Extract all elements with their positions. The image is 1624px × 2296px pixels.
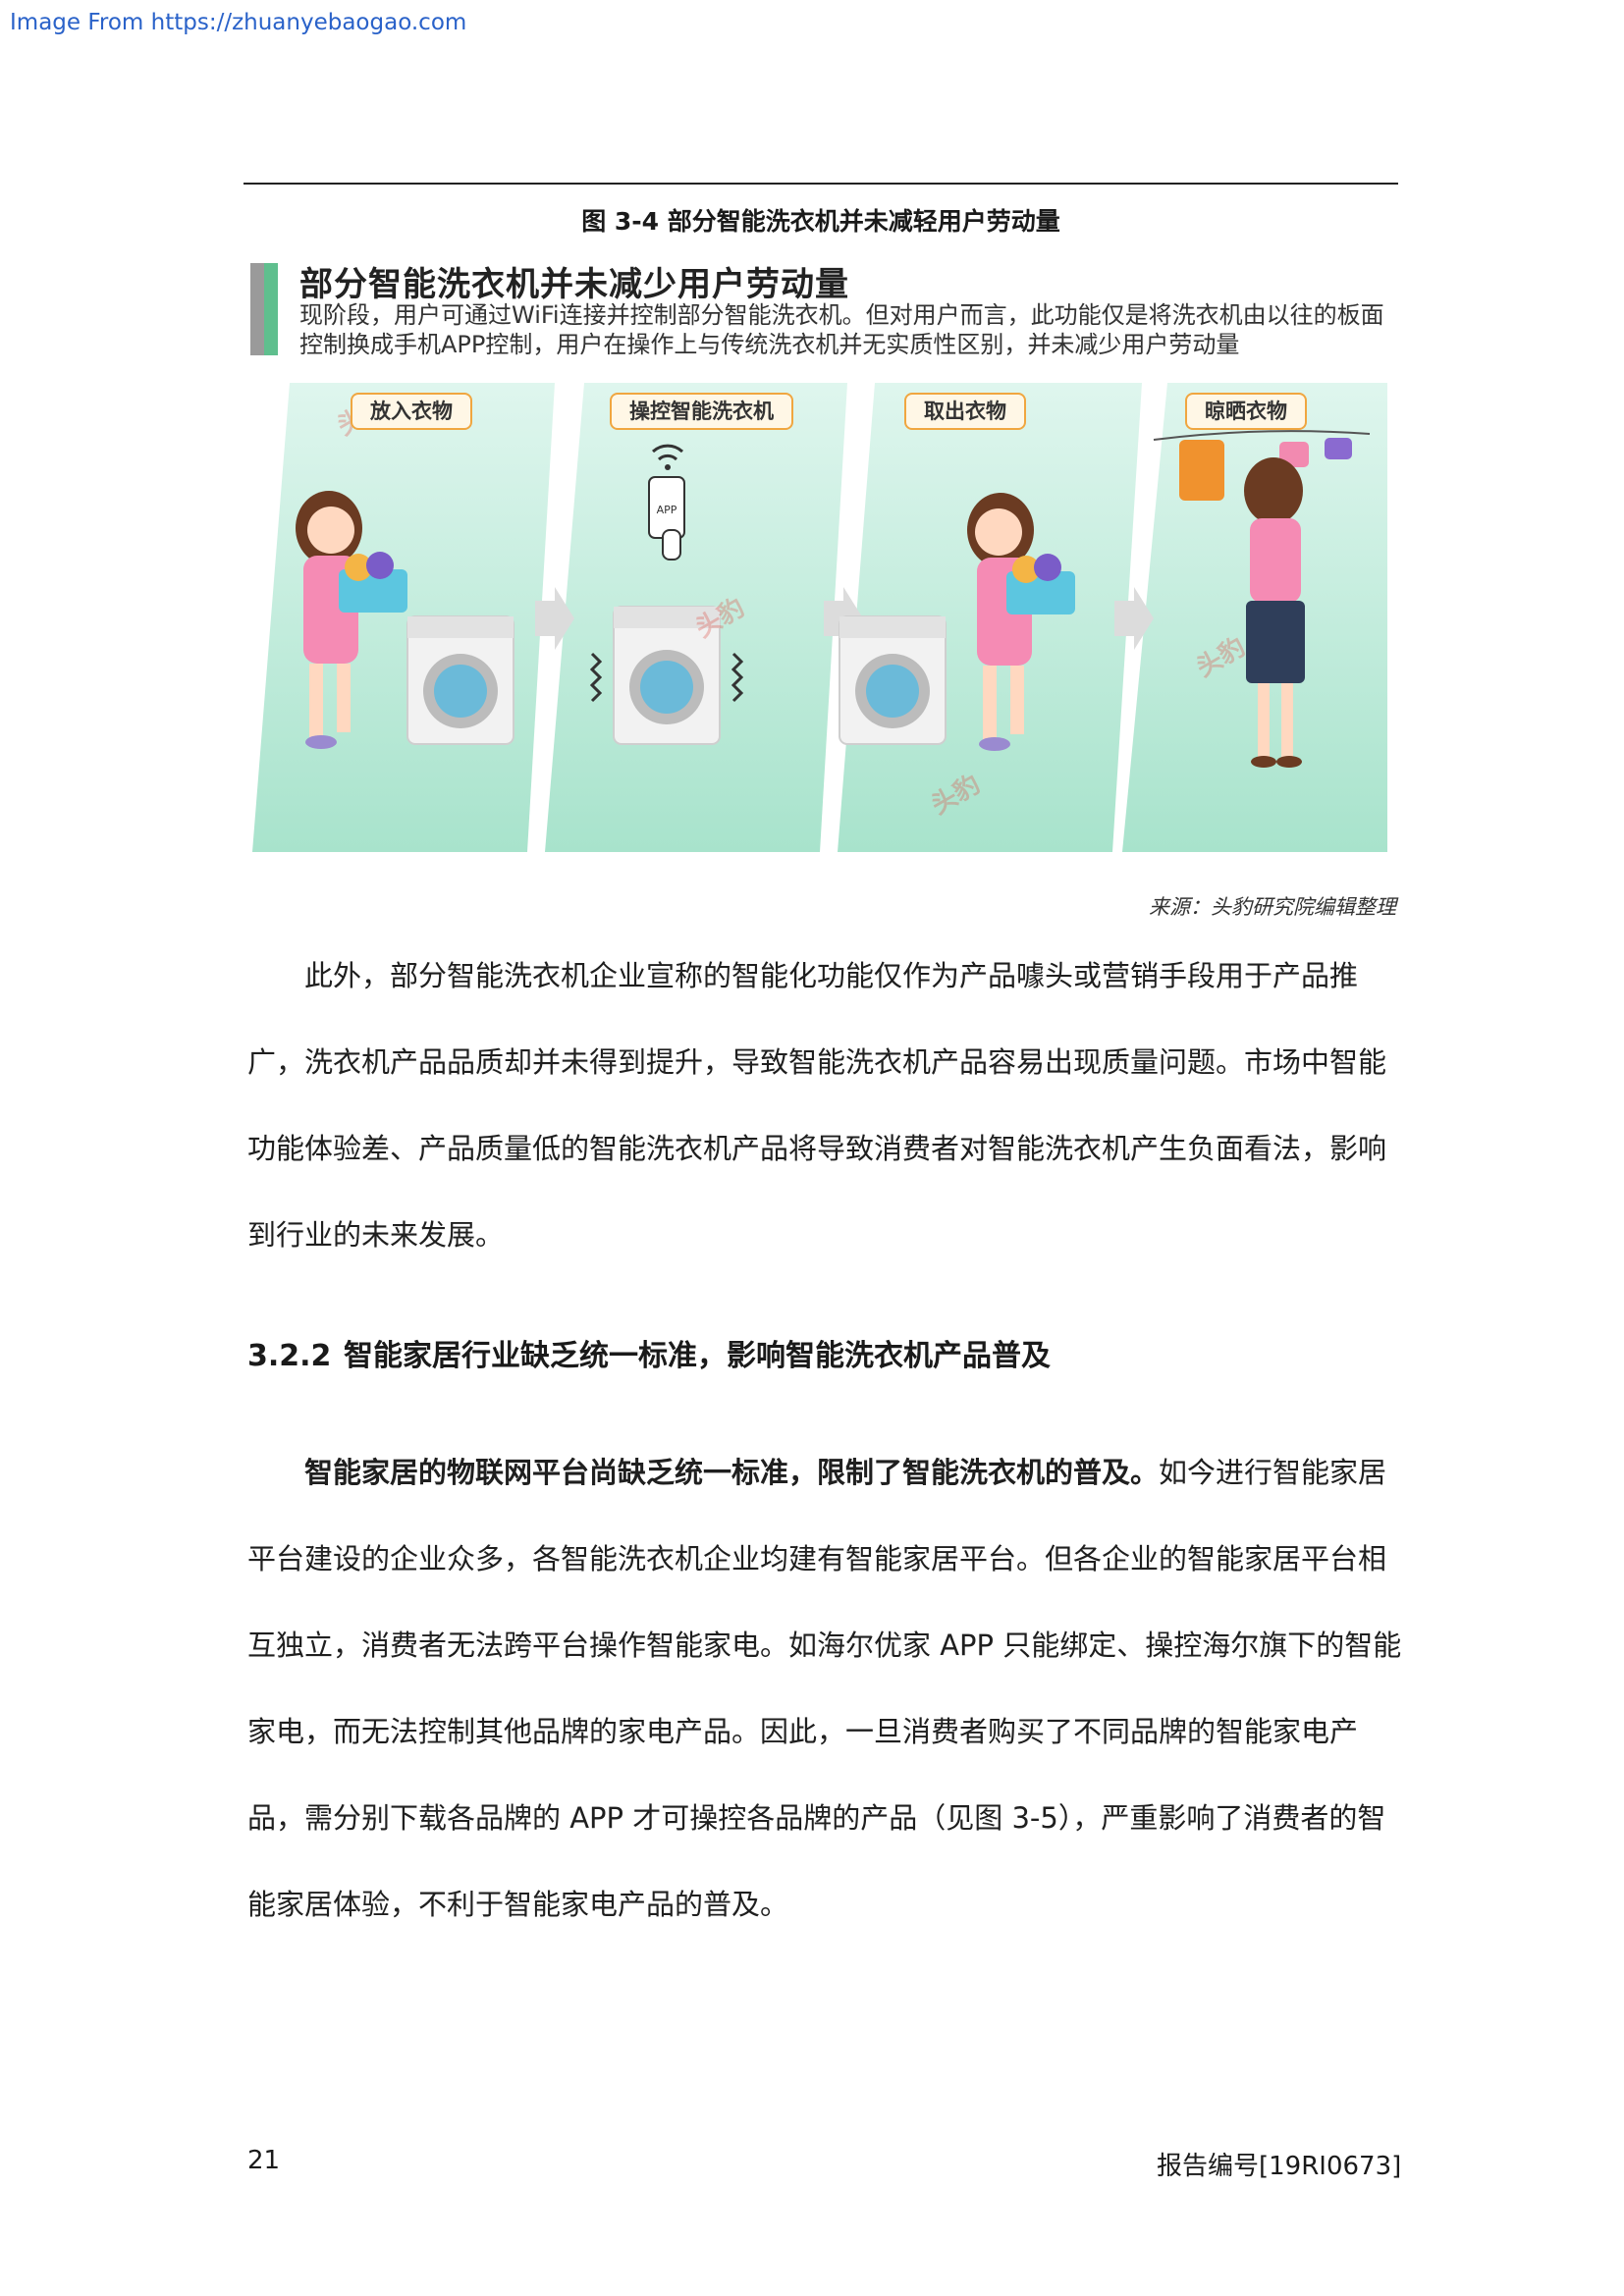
header-rule xyxy=(244,183,1398,185)
steps-illustration: APP xyxy=(252,383,1387,852)
woman-basket-illustration-1 xyxy=(296,491,407,749)
paragraph-1: 此外，部分智能洗衣机企业宣称的智能化功能仅作为产品噱头或营销手段用于产品推广，洗… xyxy=(247,959,1387,1252)
vibration-icon-right xyxy=(731,652,744,703)
clothesline-illustration xyxy=(1153,430,1371,501)
source-link[interactable]: Image From https://zhuanyebaogao.com xyxy=(10,10,467,35)
step-label-control-washer: 操控智能洗衣机 xyxy=(610,393,793,430)
arrow-icon-1 xyxy=(535,587,574,650)
woman-basket-illustration-2 xyxy=(967,493,1075,751)
washing-machine-icon-2 xyxy=(613,606,721,745)
figure-title: 部分智能洗衣机并未减少用户劳动量 xyxy=(299,265,849,304)
figure-infographic: 部分智能洗衣机并未减少用户劳动量 现阶段，用户可通过WiFi连接并控制部分智能洗… xyxy=(250,257,1389,876)
section-number: 3.2.2 xyxy=(247,1339,332,1373)
figure-source: 来源：头豹研究院编辑整理 xyxy=(1149,895,1396,919)
woman-hanging-clothes-illustration xyxy=(1244,457,1305,768)
paragraph-2: 智能家居的物联网平台尚缺乏统一标准，限制了智能洗衣机的普及。如今进行智能家居平台… xyxy=(247,1429,1402,1948)
vibration-icon-left xyxy=(589,652,603,703)
section-heading: 3.2.2 智能家居行业缺乏统一标准，影响智能洗衣机产品普及 xyxy=(247,1331,1051,1374)
hand-pointer-icon xyxy=(662,529,681,561)
step-label-put-in-clothes: 放入衣物 xyxy=(351,393,472,430)
wifi-icon xyxy=(651,444,684,470)
phone-app-icon: APP xyxy=(648,476,685,539)
title-accent-bar xyxy=(250,263,264,355)
report-number: 报告编号[19RI0673] xyxy=(1157,2152,1402,2181)
arrow-icon-3 xyxy=(1114,587,1154,650)
figure-description: 现阶段，用户可通过WiFi连接并控制部分智能洗衣机。但对用户而言，此功能仅是将洗… xyxy=(299,301,1384,358)
washing-machine-icon-3 xyxy=(839,615,947,745)
app-icon-text: APP xyxy=(657,504,677,516)
paragraph-2-body: 如今进行智能家居平台建设的企业众多，各智能洗衣机企业均建有智能家居平台。但各企业… xyxy=(247,1456,1402,1921)
paragraph-2-lead: 智能家居的物联网平台尚缺乏统一标准，限制了智能洗衣机的普及。 xyxy=(304,1456,1160,1489)
section-title: 智能家居行业缺乏统一标准，影响智能洗衣机产品普及 xyxy=(344,1339,1051,1373)
title-accent-bar-green xyxy=(264,263,278,355)
figure-caption: 图 3-4 部分智能洗衣机并未减轻用户劳动量 xyxy=(581,207,1060,236)
page-number: 21 xyxy=(247,2146,281,2175)
step-label-hang-clothes: 晾晒衣物 xyxy=(1185,393,1307,430)
step-label-take-out-clothes: 取出衣物 xyxy=(904,393,1026,430)
washing-machine-icon-1 xyxy=(406,615,514,745)
